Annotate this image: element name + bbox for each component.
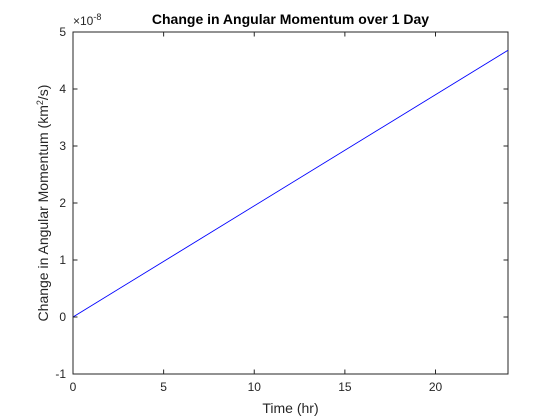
y-tick-label: 3 <box>59 139 66 153</box>
y-tick-label: 4 <box>59 82 66 96</box>
series-line-0 <box>72 49 509 318</box>
y-axis-exponent: ×10-8 <box>73 12 101 28</box>
x-tick-label: 0 <box>70 380 77 394</box>
y-tick-label: 1 <box>59 253 66 267</box>
x-tick-label: 20 <box>429 380 443 394</box>
y-axis-label-tail: /s) <box>35 85 51 101</box>
y-axis-label-main: Change in Angular Momentum (km <box>35 105 51 321</box>
x-tick-label: 15 <box>338 380 352 394</box>
x-axis-label: Time (hr) <box>262 400 318 416</box>
y-axis-ticks: -1 0 1 2 3 4 5 <box>55 25 508 381</box>
x-axis-ticks: 0 5 10 15 20 <box>70 32 443 394</box>
y-axis-label-superscript: 2 <box>35 100 45 105</box>
x-tick-label: 10 <box>248 380 262 394</box>
plot-area <box>72 31 509 375</box>
series-layer <box>72 49 509 318</box>
y-exponent-power: -8 <box>93 12 101 22</box>
y-axis-label: Change in Angular Momentum (km2/s) <box>35 85 51 322</box>
y-tick-label: -1 <box>55 367 66 381</box>
y-exponent-prefix: ×10 <box>73 14 94 28</box>
y-tick-label: 2 <box>59 196 66 210</box>
x-tick-label: 5 <box>160 380 167 394</box>
chart-title: Change in Angular Momentum over 1 Day <box>152 11 429 27</box>
y-tick-label: 0 <box>59 310 66 324</box>
y-tick-label: 5 <box>59 25 66 39</box>
